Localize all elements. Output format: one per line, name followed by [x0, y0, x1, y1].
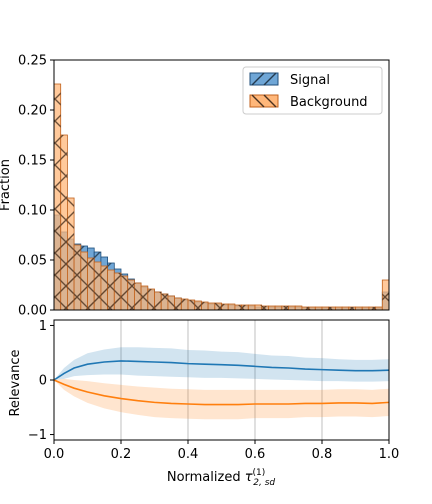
- histogram-bar-hatch-background: [255, 305, 262, 310]
- histogram-bar-hatch-background: [167, 296, 175, 310]
- x-axis-label: Normalized τ(1) 2, sd: [167, 468, 276, 488]
- relevance-x-tick-label: 0.6: [245, 447, 266, 462]
- histogram-bar-hatch-background: [121, 276, 128, 310]
- histogram-bar-hatch-background: [234, 305, 242, 310]
- relevance-y-tick-label: 0: [39, 374, 47, 389]
- legend-label-background: Background: [290, 95, 368, 110]
- histogram-bar-hatch-background: [248, 305, 255, 310]
- histogram-bar-hatch-background: [54, 84, 61, 310]
- histogram-bar-hatch-background: [228, 304, 235, 310]
- relevance-band-background: [54, 378, 389, 420]
- histogram-bar-hatch-background: [308, 307, 316, 310]
- histogram-bar-hatch-background: [281, 306, 289, 310]
- histogram-frame: [53, 59, 390, 311]
- histogram-bar-hatch-background: [268, 306, 276, 310]
- relevance-y-label: Relevance: [8, 349, 23, 416]
- histogram-bar-hatch-background: [114, 273, 121, 310]
- histogram-y-label: Fraction: [0, 159, 13, 211]
- histogram-bar-hatch-background: [322, 307, 329, 310]
- histogram-bar-hatch-background: [201, 302, 209, 310]
- histogram-bar-hatch-background: [355, 307, 363, 310]
- histogram-bar-hatch-background: [382, 280, 389, 310]
- histogram-bar-hatch-background: [100, 266, 108, 310]
- relevance-x-tick-label: 0.2: [111, 447, 132, 462]
- histogram-bar-hatch-background: [67, 198, 75, 310]
- histogram-bar-hatch-background: [161, 294, 168, 310]
- histogram-y-tick-label: 0.05: [18, 254, 47, 269]
- histogram-bar-hatch-background: [134, 283, 142, 310]
- histogram-bar-hatch-background: [80, 252, 88, 310]
- histogram-bar-hatch-background: [174, 298, 182, 310]
- histogram-bar-hatch-background: [94, 262, 101, 310]
- histogram-bar-hatch-background: [261, 306, 269, 310]
- histogram-bar-hatch-background: [335, 307, 343, 310]
- histogram-bar-hatch-background: [348, 307, 356, 310]
- relevance-x-ticks: 0.0 0.2 0.4 0.6 0.8 1.0: [44, 440, 400, 462]
- histogram-bar-hatch-background: [288, 306, 296, 310]
- histogram-bar-hatch-background: [328, 307, 336, 310]
- relevance-y-ticks: −1 0 1: [28, 319, 54, 443]
- legend: Signal Background: [242, 66, 383, 115]
- histogram-bar-hatch-background: [181, 299, 188, 310]
- histogram-y-tick-label: 0.10: [18, 204, 47, 219]
- relevance-x-tick-label: 0.8: [312, 447, 333, 462]
- histogram-bar-hatch-background: [87, 258, 95, 310]
- x-axis-label-symbol: τ: [245, 470, 253, 485]
- relevance-y-tick-label: −1: [28, 428, 47, 443]
- histogram-bar-hatch-background: [147, 289, 155, 310]
- relevance-panel: −1 0 1 0.0 0.2 0.4 0.6 0.8 1.0 Relevance Normal…: [8, 319, 399, 488]
- relevance-line-background: [53, 379, 390, 406]
- relevance-line-signal: [53, 360, 390, 381]
- histogram-bar-hatch-background: [295, 306, 302, 310]
- x-axis-label-subscript: 2, sd: [253, 478, 275, 488]
- relevance-x-tick-label: 0.4: [178, 447, 199, 462]
- relevance-series: [53, 347, 390, 420]
- histogram-bar-hatch-background: [375, 307, 383, 310]
- x-axis-label-prefix: Normalized: [167, 470, 245, 485]
- legend-label-signal: Signal: [290, 73, 330, 88]
- relevance-x-tick-label: 0.0: [44, 447, 65, 462]
- histogram-bar-hatch-background: [221, 304, 229, 310]
- legend-swatch-signal-hatch: [251, 72, 277, 86]
- histogram-bar-hatch-background: [275, 306, 282, 310]
- histogram-bar-hatch-background: [74, 245, 81, 310]
- histogram-bar-hatch-background: [127, 280, 135, 310]
- relevance-grid: [120, 320, 323, 440]
- histogram-bars: [53, 83, 390, 311]
- legend-swatch-background-hatch: [251, 94, 277, 108]
- histogram-bar-hatch-background: [214, 303, 222, 310]
- histogram-bar-hatch-background: [315, 307, 322, 310]
- histogram-bar-hatch-background: [188, 300, 195, 310]
- relevance-y-tick-label: 1: [39, 319, 47, 334]
- histogram-bar-hatch-background: [368, 307, 376, 310]
- histogram-bar-hatch-background: [194, 301, 202, 310]
- histogram-bar-hatch-background: [107, 270, 115, 310]
- histogram-y-tick-label: 0.00: [18, 304, 47, 319]
- relevance-x-tick-label: 1.0: [379, 447, 400, 462]
- histogram-bar-hatch-background: [301, 307, 309, 310]
- histogram-bar-hatch-background: [241, 305, 249, 310]
- histogram-y-tick-label: 0.20: [18, 104, 47, 119]
- histogram-bar-hatch-background: [141, 286, 148, 310]
- histogram-y-ticks: 0.00 0.05 0.10 0.15 0.20 0.25: [18, 54, 54, 319]
- histogram-bar-hatch-background: [60, 135, 68, 310]
- histogram-bar-hatch-background: [208, 303, 215, 310]
- histogram-bar-hatch-background: [342, 307, 349, 310]
- histogram-bar-hatch-background: [362, 307, 369, 310]
- histogram-panel: 0.00 0.05 0.10 0.15 0.20 0.25 Fraction Signal…: [0, 54, 390, 319]
- histogram-y-tick-label: 0.15: [18, 154, 47, 169]
- x-axis-label-superscript: (1): [253, 468, 266, 478]
- histogram-bar-hatch-background: [154, 292, 162, 310]
- histogram-y-tick-label: 0.25: [18, 54, 47, 69]
